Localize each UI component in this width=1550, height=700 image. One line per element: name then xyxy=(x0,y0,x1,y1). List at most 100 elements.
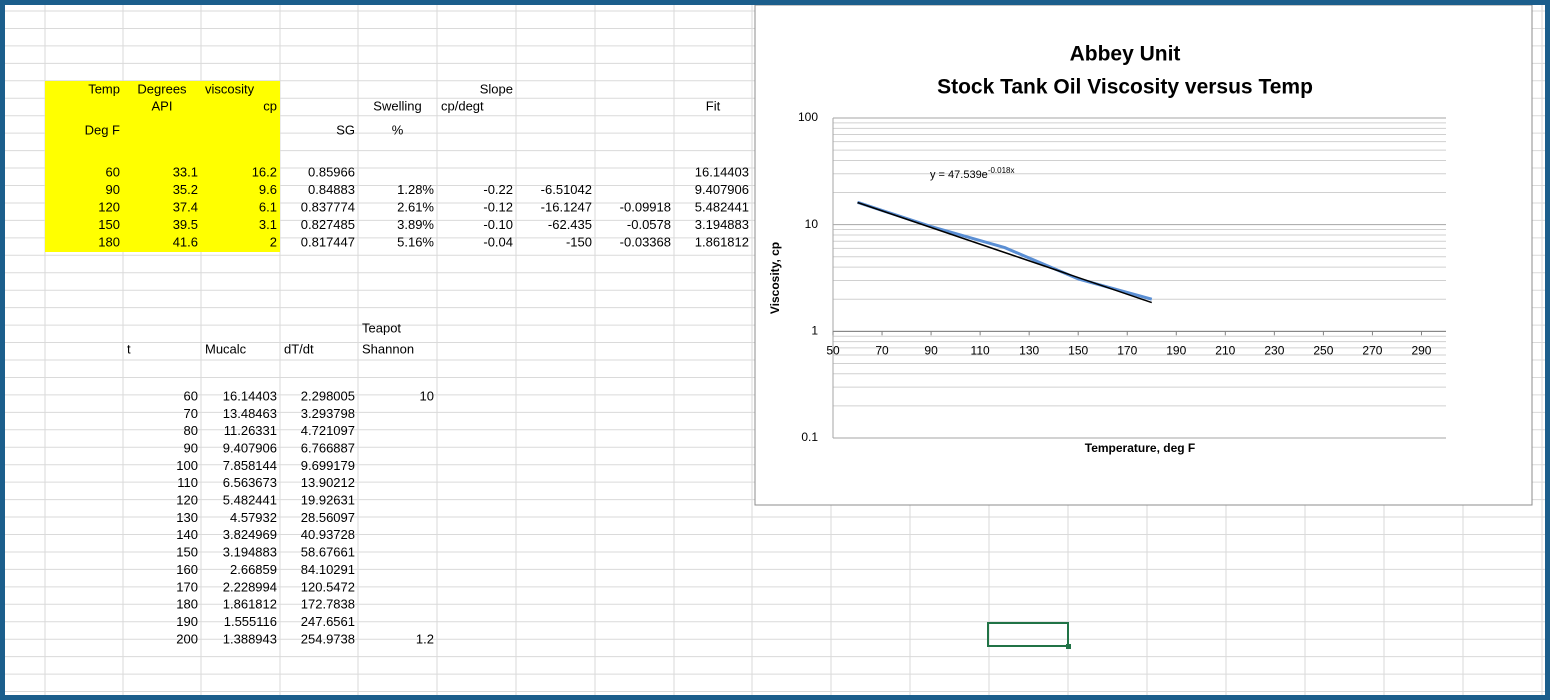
cell-text: 120.5472 xyxy=(301,579,355,594)
cell-text: 3.194883 xyxy=(223,545,277,560)
cell-text: 160 xyxy=(176,562,198,577)
cell-text: 0.817447 xyxy=(301,234,355,249)
cell-text: 60 xyxy=(184,388,198,403)
x-tick-label: 170 xyxy=(1117,344,1137,358)
cell-text: SG xyxy=(336,122,355,137)
cell-text: 84.10291 xyxy=(301,562,355,577)
cell-text: -0.12 xyxy=(483,199,513,214)
cell-text: 0.827485 xyxy=(301,217,355,232)
cell-text: 0.84883 xyxy=(308,182,355,197)
x-tick-label: 110 xyxy=(971,344,990,358)
cell-text: 2.66859 xyxy=(230,562,277,577)
cell-text: 4.721097 xyxy=(301,423,355,438)
cell-text: 80 xyxy=(184,423,198,438)
cell-text: 2.228994 xyxy=(223,579,277,594)
cell-text: -6.51042 xyxy=(541,182,592,197)
cell-text: viscosity xyxy=(205,81,255,96)
cell-text: 1.388943 xyxy=(223,631,277,646)
y-axis-title: Viscosity, cp xyxy=(768,242,782,314)
cell-text: 16.14403 xyxy=(223,388,277,403)
cell-text: 3.89% xyxy=(397,217,434,232)
cell-text: 13.90212 xyxy=(301,475,355,490)
cell-text: 100 xyxy=(176,458,198,473)
cell-text: Teapot xyxy=(362,320,401,335)
cell-text: Temp xyxy=(88,81,120,96)
cell-text: 2.61% xyxy=(397,199,434,214)
y-tick-label: 10 xyxy=(805,217,819,231)
cell-text: 3.824969 xyxy=(223,527,277,542)
cell-text: 170 xyxy=(176,579,198,594)
cell-text: 130 xyxy=(176,510,198,525)
cell-text: 254.9738 xyxy=(301,631,355,646)
x-axis-title: Temperature, deg F xyxy=(1085,441,1195,455)
cell-text: 4.57932 xyxy=(230,510,277,525)
cell-text: -0.0578 xyxy=(627,217,671,232)
cell-text: 190 xyxy=(176,614,198,629)
cell-text: -16.1247 xyxy=(541,199,592,214)
cell-text: 140 xyxy=(176,527,198,542)
cell-text: 16.14403 xyxy=(695,164,749,179)
cell-text: 180 xyxy=(176,597,198,612)
cell-text: 19.92631 xyxy=(301,493,355,508)
cell-text: 16.2 xyxy=(252,164,277,179)
cell-text: -0.03368 xyxy=(620,234,671,249)
trendline-label-base: y = 47.539e xyxy=(930,169,988,181)
cell-text: 60 xyxy=(106,164,120,179)
cell-text: 1.2 xyxy=(416,631,434,646)
x-tick-label: 130 xyxy=(1019,344,1039,358)
cell-text: 3.194883 xyxy=(695,217,749,232)
cell-text: 5.482441 xyxy=(223,493,277,508)
highlight xyxy=(45,81,280,252)
cell-text: 39.5 xyxy=(173,217,198,232)
cells: Temp Degrees viscosity Slope API cp Swelling cp… xyxy=(85,81,749,646)
selected-cell[interactable] xyxy=(987,622,1069,647)
cell-text: t xyxy=(127,341,131,356)
cell-text: 150 xyxy=(176,545,198,560)
chart-subtitle: Stock Tank Oil Viscosity versus Temp xyxy=(937,76,1313,99)
x-tick-label: 270 xyxy=(1362,344,1382,358)
cell-text: dT/dt xyxy=(284,341,314,356)
cell-text: 10 xyxy=(420,388,434,403)
cell-text: 6.1 xyxy=(259,199,277,214)
cell-text: 40.93728 xyxy=(301,527,355,542)
x-tick-label: 190 xyxy=(1166,344,1186,358)
cell-text: 90 xyxy=(106,182,120,197)
cell-text: -0.22 xyxy=(483,182,513,197)
chart-area xyxy=(754,4,1533,506)
trendline-label-exponent: -0.018x xyxy=(988,166,1015,175)
cell-text: 172.7838 xyxy=(301,597,355,612)
cell-text: 9.699179 xyxy=(301,458,355,473)
cell-text: Shannon xyxy=(362,341,414,356)
cell-text: % xyxy=(392,122,404,137)
trendline xyxy=(857,201,1153,304)
cell-text: cp/degt xyxy=(441,98,484,113)
cell-text: 3.293798 xyxy=(301,406,355,421)
cell-text: 6.766887 xyxy=(301,440,355,455)
fill-handle[interactable] xyxy=(1066,644,1071,649)
chart-title: Abbey Unit xyxy=(1070,43,1181,66)
cell-text: 1.28% xyxy=(397,182,434,197)
cell-text: 37.4 xyxy=(173,199,198,214)
cell-text: cp xyxy=(263,98,277,113)
cell-text: 9.407906 xyxy=(695,182,749,197)
x-tick-label: 150 xyxy=(1068,344,1088,358)
cell-text: 2.298005 xyxy=(301,388,355,403)
cell-text: 33.1 xyxy=(173,164,198,179)
cell-text: Mucalc xyxy=(205,341,247,356)
y-tick-label: 0.1 xyxy=(801,430,818,444)
cell-text: 110 xyxy=(177,475,198,490)
cell-text: 120 xyxy=(176,493,198,508)
cell-text: 9.6 xyxy=(259,182,277,197)
cell-text: Degrees xyxy=(137,81,187,96)
cell-text: 90 xyxy=(184,440,198,455)
cell-text: 2 xyxy=(270,234,277,249)
cell-text: 28.56097 xyxy=(301,510,355,525)
cell-text: Fit xyxy=(706,98,721,113)
cell-text: -0.10 xyxy=(483,217,513,232)
cell-text: 120 xyxy=(98,199,120,214)
cell-text: 5.16% xyxy=(397,234,434,249)
y-tick-label: 1 xyxy=(811,324,818,338)
cell-text: 58.67661 xyxy=(301,545,355,560)
cell-text: 1.555116 xyxy=(224,614,277,629)
